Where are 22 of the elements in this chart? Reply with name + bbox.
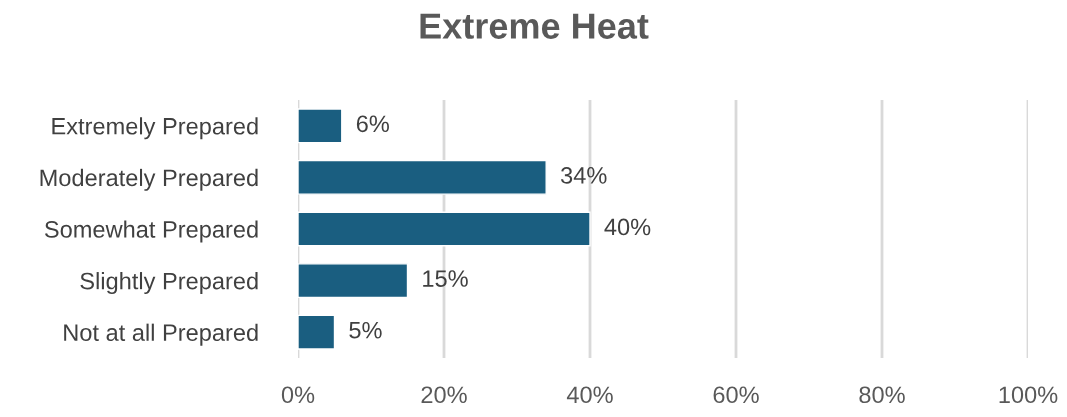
x-tick-label: 0% xyxy=(281,386,315,404)
data-label: 34% xyxy=(560,167,607,184)
y-tick-label: Not at all Prepared xyxy=(64,323,258,346)
x-tick-label: 60% xyxy=(713,386,759,404)
y-tick-label: Extremely Prepared xyxy=(52,117,258,140)
bar xyxy=(298,314,336,350)
bar xyxy=(298,211,591,247)
bar xyxy=(298,108,343,144)
bar xyxy=(298,159,547,195)
y-tick-label: Slightly Prepared xyxy=(80,272,258,295)
data-label: 5% xyxy=(349,321,382,339)
y-tick-label: Somewhat Prepared xyxy=(44,220,258,243)
y-tick-label: Moderately Prepared xyxy=(40,168,258,191)
data-label: 40% xyxy=(604,218,651,236)
x-tick-label: 20% xyxy=(421,386,467,404)
x-tick-label: 100% xyxy=(999,386,1058,404)
bar xyxy=(298,263,409,299)
data-label: 15% xyxy=(423,270,468,287)
x-tick-label: 40% xyxy=(566,386,613,404)
x-tick-label: 80% xyxy=(859,386,905,404)
chart-title: Extreme Heat xyxy=(420,13,649,39)
data-label: 6% xyxy=(356,115,389,133)
